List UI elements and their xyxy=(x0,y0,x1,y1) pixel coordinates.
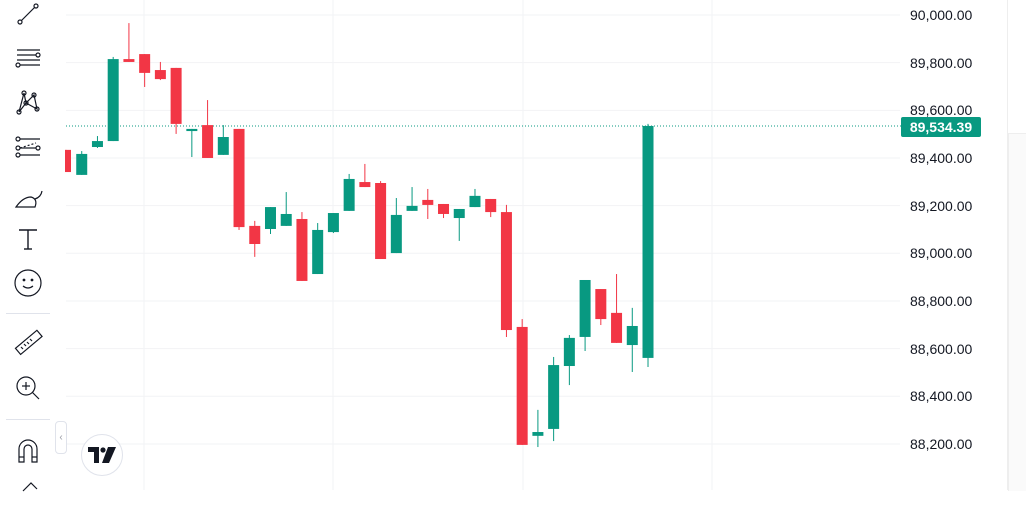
brush-icon xyxy=(14,190,43,208)
candle-body xyxy=(611,312,623,343)
toolbar-divider xyxy=(6,419,50,420)
lock-icon xyxy=(22,482,38,492)
candle-body xyxy=(91,141,103,148)
drawing-toolbar xyxy=(0,0,56,492)
price-tick-label: 90,000.00 xyxy=(910,7,973,23)
text-icon xyxy=(19,229,37,250)
price-tick-label: 88,600.00 xyxy=(910,340,973,357)
candle-body xyxy=(359,182,371,188)
candle-body xyxy=(249,225,261,245)
candle-body xyxy=(516,326,528,445)
candle-body xyxy=(422,199,434,205)
price-tick-label: 89,800.00 xyxy=(910,54,973,71)
pattern-icon xyxy=(16,90,40,115)
collapse-toolbar-button[interactable]: ‹ xyxy=(55,421,67,454)
horizontal-lines-tool[interactable] xyxy=(10,41,46,77)
candle-body xyxy=(375,183,387,260)
candle-body xyxy=(642,125,654,358)
candle-body xyxy=(217,137,229,155)
candle-body xyxy=(563,337,575,367)
ruler-icon xyxy=(14,329,43,356)
price-tick-label: 88,800.00 xyxy=(910,292,973,309)
smiley-icon xyxy=(14,269,42,297)
pattern-tool[interactable] xyxy=(10,84,46,120)
price-tick-label: 88,400.00 xyxy=(910,388,973,405)
price-tick-label: 88,200.00 xyxy=(910,435,973,452)
candle-body xyxy=(532,432,544,436)
candle-body xyxy=(626,325,638,346)
candle-body xyxy=(107,59,119,142)
forecast-tool[interactable] xyxy=(10,129,46,165)
candle-body xyxy=(296,218,308,281)
toolbar-divider xyxy=(6,313,50,314)
candle-body xyxy=(579,279,591,337)
candle-body xyxy=(280,213,292,226)
candle-body xyxy=(469,195,481,208)
candle-body xyxy=(390,214,402,254)
price-tick-label: 89,000.00 xyxy=(910,245,973,262)
tradingview-logo-icon xyxy=(88,447,116,463)
ruler-tool[interactable] xyxy=(10,325,46,361)
chevron-left-icon: ‹ xyxy=(59,432,63,443)
price-axis-border xyxy=(1007,0,1008,490)
candle-body xyxy=(312,229,324,275)
zoom-in-tool[interactable] xyxy=(10,370,46,406)
zoom-in-icon xyxy=(16,376,40,400)
price-tick-label: 89,600.00 xyxy=(910,102,973,119)
candle-body xyxy=(406,205,418,211)
magnet-icon xyxy=(18,439,38,463)
candle-body xyxy=(65,149,71,173)
side-panel xyxy=(1008,133,1026,491)
candle-body xyxy=(343,178,355,211)
price-chart[interactable] xyxy=(0,0,1026,490)
price-tick-label: 89,400.00 xyxy=(910,149,973,166)
candle-body xyxy=(76,153,88,175)
candle-body xyxy=(154,70,166,80)
magnet-tool[interactable] xyxy=(10,433,46,469)
candle-body xyxy=(438,203,450,214)
candle-body xyxy=(170,67,182,124)
trend-line-icon xyxy=(17,3,39,25)
last-price-label: 89,534.39 xyxy=(901,117,981,137)
candle-body xyxy=(485,198,497,213)
candle-body xyxy=(500,212,512,331)
candle-body xyxy=(548,365,560,429)
candle-body xyxy=(327,213,339,233)
tradingview-logo[interactable] xyxy=(81,434,123,476)
forecast-icon xyxy=(15,136,41,158)
brush-tool[interactable] xyxy=(10,178,46,214)
candle-body xyxy=(453,208,465,219)
candle-body xyxy=(139,54,151,73)
text-tool[interactable] xyxy=(10,221,46,257)
emoji-tool[interactable] xyxy=(10,265,46,301)
trend-line-tool[interactable] xyxy=(10,0,46,32)
horizontal-lines-icon xyxy=(15,49,41,68)
candle-body xyxy=(186,128,198,132)
candle-body xyxy=(264,207,276,229)
candle-body xyxy=(202,125,214,158)
candle-body xyxy=(233,128,245,228)
lock-tool[interactable] xyxy=(10,474,46,510)
candle-body xyxy=(595,289,607,320)
candle-body xyxy=(123,59,135,62)
price-tick-label: 89,200.00 xyxy=(910,197,973,214)
